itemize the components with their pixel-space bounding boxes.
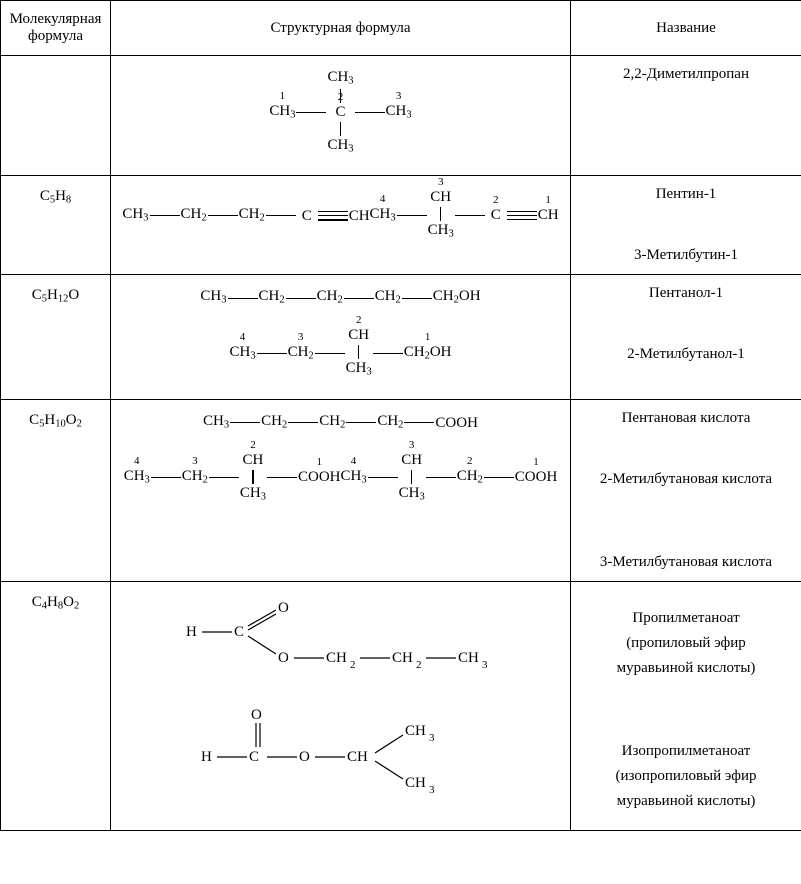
svg-text:3: 3 xyxy=(429,732,435,744)
svg-text:O: O xyxy=(251,707,262,723)
mol-formula-cell: C5H8 xyxy=(1,176,111,275)
header-name: Название xyxy=(571,1,801,56)
compound-name: муравьиной кислоты) xyxy=(575,656,797,681)
structure-cell: CH3CH2CH2CH2CH2OH4CH33CH22CHCH31CH2OH xyxy=(111,275,571,399)
name-cell: 2,2-Диметилпропан xyxy=(571,56,801,176)
compound-name: Пентановая кислота xyxy=(575,406,797,431)
svg-text:H: H xyxy=(186,624,197,640)
mol-formula-cell: C4H8O2 xyxy=(1,581,111,830)
chemistry-table: Молекулярная формула Структурная формула… xyxy=(0,0,801,831)
name-cell: Пентин-1 3-Метилбутин-1 xyxy=(571,176,801,275)
svg-text:O: O xyxy=(278,650,289,666)
mol-formula-cell: C5H12O xyxy=(1,275,111,399)
compound-name: 3-Метилбутин-1 xyxy=(575,243,797,268)
structure-cell: CH3CH2CH2CH2COOH4CH33CH22CHCH31COOH4CH33… xyxy=(111,399,571,581)
compound-name: 3-Метилбутановая кислота xyxy=(575,550,797,575)
svg-text:CH: CH xyxy=(392,650,413,666)
svg-text:CH: CH xyxy=(405,723,426,739)
mol-formula-cell xyxy=(1,56,111,176)
svg-text:3: 3 xyxy=(429,784,435,796)
header-mol: Молекулярная формула xyxy=(1,1,111,56)
compound-name: муравьиной кислоты) xyxy=(575,789,797,814)
name-cell: Пропилметаноат(пропиловый эфирмуравьиной… xyxy=(571,581,801,830)
table-row: C4H8O2HCOOCH2CH2CH3HCOOCHCH3CH3Пропилмет… xyxy=(1,581,801,830)
svg-text:O: O xyxy=(299,749,310,765)
name-cell: Пентанол-1 2-Метилбутанол-1 xyxy=(571,275,801,399)
svg-text:2: 2 xyxy=(416,659,422,671)
svg-text:CH: CH xyxy=(458,650,479,666)
compound-name: Изопропилметаноат xyxy=(575,739,797,764)
compound-name: Пентин-1 xyxy=(575,182,797,207)
svg-text:CH: CH xyxy=(326,650,347,666)
svg-text:3: 3 xyxy=(482,659,488,671)
name-cell: Пентановая кислота 2-Метилбутановая кисло… xyxy=(571,399,801,581)
svg-text:C: C xyxy=(234,624,244,640)
structure-cell: CH3CH2CH2CCH4CH33CHCH32C1CH xyxy=(111,176,571,275)
svg-text:CH: CH xyxy=(347,749,368,765)
table-header-row: Молекулярная формула Структурная формула… xyxy=(1,1,801,56)
table-row: 1CH3CH32CCH33CH32,2-Диметилпропан xyxy=(1,56,801,176)
compound-name: 2-Метилбутановая кислота xyxy=(575,467,797,492)
table-row: C5H10O2CH3CH2CH2CH2COOH4CH33CH22CHCH31CO… xyxy=(1,399,801,581)
svg-text:2: 2 xyxy=(350,659,356,671)
compound-name: 2,2-Диметилпропан xyxy=(575,62,797,87)
compound-name: (пропиловый эфир xyxy=(575,631,797,656)
svg-text:C: C xyxy=(249,749,259,765)
mol-formula-cell: C5H10O2 xyxy=(1,399,111,581)
table-row: C5H12OCH3CH2CH2CH2CH2OH4CH33CH22CHCH31CH… xyxy=(1,275,801,399)
svg-text:O: O xyxy=(278,600,289,616)
svg-text:CH: CH xyxy=(405,775,426,791)
compound-name: 2-Метилбутанол-1 xyxy=(575,342,797,367)
page: Молекулярная формула Структурная формула… xyxy=(0,0,801,831)
compound-name: Пропилметаноат xyxy=(575,606,797,631)
svg-text:H: H xyxy=(201,749,212,765)
structure-cell: 1CH3CH32CCH33CH3 xyxy=(111,56,571,176)
structure-cell: HCOOCH2CH2CH3HCOOCHCH3CH3 xyxy=(111,581,571,830)
header-struct: Структурная формула xyxy=(111,1,571,56)
compound-name: (изопропиловый эфир xyxy=(575,764,797,789)
table-row: C5H8CH3CH2CH2CCH4CH33CHCH32C1CHПентин-1 3… xyxy=(1,176,801,275)
table-body: 1CH3CH32CCH33CH32,2-ДиметилпропанC5H8CH3… xyxy=(1,56,801,831)
compound-name: Пентанол-1 xyxy=(575,281,797,306)
